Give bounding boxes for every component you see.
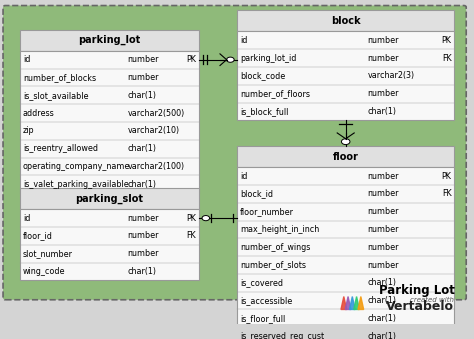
- Text: PK: PK: [186, 55, 196, 64]
- Text: slot_number: slot_number: [23, 249, 73, 258]
- Text: char(1): char(1): [128, 267, 156, 276]
- Text: block_id: block_id: [240, 190, 273, 198]
- Text: char(1): char(1): [367, 107, 396, 116]
- Text: PK: PK: [186, 214, 196, 223]
- Text: floor_number: floor_number: [240, 207, 294, 216]
- Circle shape: [227, 57, 234, 62]
- Text: number_of_wings: number_of_wings: [240, 243, 310, 252]
- Text: operating_company_name: operating_company_name: [23, 162, 130, 171]
- Text: parking_lot: parking_lot: [78, 35, 140, 45]
- Text: Parking Lot: Parking Lot: [379, 283, 455, 297]
- Text: number: number: [367, 225, 399, 234]
- Text: block: block: [331, 16, 361, 26]
- Bar: [19, 30, 199, 51]
- Text: floor_id: floor_id: [23, 232, 53, 240]
- Text: is_slot_available: is_slot_available: [23, 91, 89, 100]
- Text: FK: FK: [442, 190, 452, 198]
- Text: id: id: [23, 55, 30, 64]
- Bar: [237, 167, 455, 339]
- Text: id: id: [240, 36, 248, 45]
- Text: is_accessible: is_accessible: [240, 296, 292, 305]
- Polygon shape: [349, 297, 355, 310]
- Bar: [19, 188, 199, 209]
- Bar: [237, 146, 455, 167]
- Polygon shape: [341, 297, 346, 310]
- Bar: [237, 11, 455, 32]
- Text: number: number: [128, 55, 159, 64]
- Text: number: number: [367, 172, 399, 181]
- Text: varchar2(10): varchar2(10): [128, 126, 180, 135]
- Text: char(1): char(1): [367, 314, 396, 323]
- Circle shape: [341, 139, 350, 144]
- Text: is_valet_parking_available: is_valet_parking_available: [23, 180, 128, 189]
- Text: varchar2(3): varchar2(3): [367, 72, 415, 80]
- Text: number_of_blocks: number_of_blocks: [23, 73, 96, 82]
- Polygon shape: [358, 297, 364, 310]
- Text: floor: floor: [333, 152, 359, 162]
- Text: FK: FK: [187, 232, 196, 240]
- Text: created with: created with: [410, 297, 455, 303]
- Text: number: number: [367, 89, 399, 98]
- Text: number: number: [367, 260, 399, 270]
- Text: number: number: [367, 207, 399, 216]
- Text: char(1): char(1): [367, 296, 396, 305]
- Text: number: number: [128, 232, 159, 240]
- Polygon shape: [345, 297, 351, 310]
- Text: zip: zip: [23, 126, 35, 135]
- Bar: [19, 209, 199, 280]
- FancyBboxPatch shape: [3, 5, 466, 300]
- Text: is_covered: is_covered: [240, 278, 283, 287]
- Circle shape: [202, 216, 210, 221]
- Text: FK: FK: [442, 54, 452, 63]
- Text: char(1): char(1): [128, 180, 156, 189]
- Text: is_reserved_reg_cust: is_reserved_reg_cust: [240, 332, 324, 339]
- Text: parking_slot: parking_slot: [75, 194, 144, 204]
- Text: number: number: [367, 243, 399, 252]
- Text: number: number: [128, 249, 159, 258]
- Text: number: number: [367, 190, 399, 198]
- Text: char(1): char(1): [367, 332, 396, 339]
- Text: max_height_in_inch: max_height_in_inch: [240, 225, 319, 234]
- Text: address: address: [23, 108, 55, 118]
- Text: PK: PK: [442, 172, 452, 181]
- Text: Vertabelo: Vertabelo: [386, 300, 455, 313]
- Text: is_reentry_allowed: is_reentry_allowed: [23, 144, 98, 153]
- Text: block_code: block_code: [240, 72, 285, 80]
- Text: parking_lot_id: parking_lot_id: [240, 54, 297, 63]
- Text: wing_code: wing_code: [23, 267, 65, 276]
- Text: number: number: [128, 73, 159, 82]
- Text: char(1): char(1): [128, 91, 156, 100]
- Text: id: id: [23, 214, 30, 223]
- Bar: [19, 51, 199, 193]
- Text: varchar2(500): varchar2(500): [128, 108, 184, 118]
- Text: is_floor_full: is_floor_full: [240, 314, 285, 323]
- Text: char(1): char(1): [367, 278, 396, 287]
- Bar: [237, 32, 455, 120]
- Text: char(1): char(1): [128, 144, 156, 153]
- Text: PK: PK: [442, 36, 452, 45]
- Text: number: number: [367, 54, 399, 63]
- Text: number_of_floors: number_of_floors: [240, 89, 310, 98]
- Text: is_block_full: is_block_full: [240, 107, 289, 116]
- Polygon shape: [354, 297, 359, 310]
- Text: varchar2(100): varchar2(100): [128, 162, 184, 171]
- Text: number: number: [128, 214, 159, 223]
- Text: number: number: [367, 36, 399, 45]
- Text: id: id: [240, 172, 248, 181]
- Text: number_of_slots: number_of_slots: [240, 260, 306, 270]
